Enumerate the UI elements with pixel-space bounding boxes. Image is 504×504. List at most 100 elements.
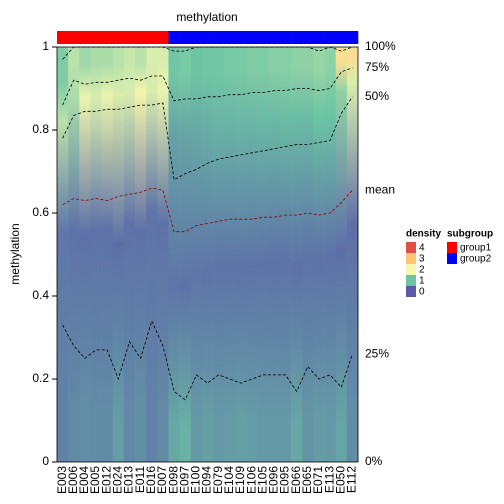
group-annotation: [224, 31, 236, 44]
group-annotation: [190, 31, 203, 44]
density-column: [346, 47, 359, 462]
group-annotation: [79, 31, 91, 44]
density-column: [279, 47, 292, 462]
x-tick-label: E112: [345, 466, 359, 493]
density-column: [246, 47, 258, 462]
x-tick-label: E003: [55, 466, 69, 494]
group-annotation: [201, 31, 214, 44]
legend-label: 0: [419, 287, 425, 298]
legend-title: subgroup: [447, 229, 493, 240]
group-annotation: [268, 31, 281, 44]
x-tick-label: E065: [300, 466, 314, 494]
density-column: [146, 47, 158, 462]
density-column: [313, 47, 325, 462]
density-column: [79, 47, 91, 462]
y-tick-label: 0.4: [32, 288, 49, 302]
x-tick-label: E094: [200, 466, 214, 494]
x-tick-label: E113: [322, 466, 336, 493]
x-tick-label: E066: [289, 466, 303, 494]
group-annotation: [213, 31, 225, 44]
group-annotation: [168, 31, 180, 44]
y-tick-label: 1: [42, 39, 49, 53]
legend-title: density: [406, 229, 441, 240]
group-annotation: [101, 31, 114, 44]
y-tick-label: 0.2: [32, 371, 49, 385]
group-annotation: [257, 31, 270, 44]
density-column: [190, 47, 203, 462]
y-axis-label: methylation: [8, 223, 22, 284]
x-tick-label: E012: [99, 466, 113, 494]
legend-swatch: [447, 242, 457, 253]
density-column: [201, 47, 214, 462]
legend-label: 4: [419, 243, 425, 254]
density-column: [68, 47, 80, 462]
legend-label: 3: [419, 254, 425, 265]
x-tick-label: E098: [166, 466, 180, 494]
legend-swatch: [406, 253, 416, 264]
quantile-line: [62, 319, 353, 401]
density-column: [224, 47, 236, 462]
x-tick-label: E013: [122, 466, 136, 494]
legend-label: 1: [419, 276, 425, 287]
series-label: 0%: [365, 454, 383, 468]
group-annotation: [57, 31, 69, 44]
legend-label: 2: [419, 265, 425, 276]
x-tick-label: E105: [255, 466, 269, 494]
group-annotation: [68, 31, 80, 44]
x-tick-label: E024: [110, 466, 124, 494]
group-annotation: [179, 31, 192, 44]
y-tick-label: 0.6: [32, 205, 49, 219]
x-tick-label: E100: [189, 466, 203, 494]
density-column: [168, 47, 180, 462]
legend-swatch: [406, 264, 416, 275]
density-column: [302, 47, 314, 462]
density-column: [90, 47, 102, 462]
quantile-line: [62, 187, 353, 233]
group-annotation: [112, 31, 125, 44]
group-annotation: [246, 31, 258, 44]
density-column: [123, 47, 136, 462]
x-tick-label: E050: [333, 466, 347, 494]
legend-swatch: [447, 253, 457, 264]
density-column: [324, 47, 337, 462]
group-annotation: [157, 31, 169, 44]
y-tick-label: 0: [42, 454, 49, 468]
density-column: [101, 47, 114, 462]
group-annotation: [335, 31, 348, 44]
group-annotation: [291, 31, 303, 44]
quantile-line: [62, 67, 353, 106]
legend-swatch: [406, 286, 416, 297]
legend-label: group1: [460, 243, 492, 254]
x-tick-label: E016: [144, 466, 158, 494]
series-label: 100%: [365, 39, 396, 53]
x-tick-label: E005: [88, 466, 102, 494]
density-column: [235, 47, 247, 462]
x-tick-label: E006: [66, 466, 80, 494]
x-tick-label: E079: [211, 466, 225, 494]
group-annotation: [90, 31, 102, 44]
chart-title: methylation: [176, 10, 237, 24]
x-tick-label: E097: [177, 466, 191, 494]
series-label: mean: [365, 182, 395, 196]
x-tick-label: E106: [244, 466, 258, 494]
density-column: [257, 47, 270, 462]
density-column: [335, 47, 348, 462]
plot-frame: [56, 46, 359, 463]
x-tick-label: E007: [155, 466, 169, 494]
legend-swatch: [406, 242, 416, 253]
group-annotation: [302, 31, 314, 44]
legend-swatch: [406, 275, 416, 286]
series-label: 50%: [365, 89, 389, 103]
group-annotation: [346, 31, 359, 44]
group-annotation: [279, 31, 292, 44]
x-tick-label: E095: [278, 466, 292, 494]
y-tick-label: 0.8: [32, 122, 49, 136]
group-annotation: [123, 31, 136, 44]
density-column: [112, 47, 125, 462]
x-tick-label: E109: [233, 466, 247, 494]
group-annotation: [146, 31, 158, 44]
density-column: [157, 47, 169, 462]
x-tick-label: E004: [77, 466, 91, 494]
density-column: [268, 47, 281, 462]
